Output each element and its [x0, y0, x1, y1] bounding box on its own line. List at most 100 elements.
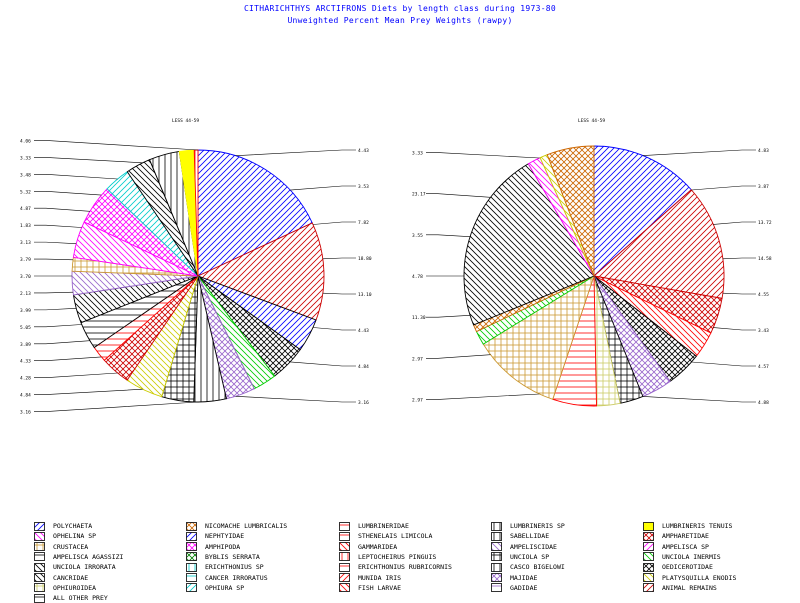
legend-item: CANCRIDAE	[34, 573, 88, 583]
legend-item: SABELLIDAE	[491, 531, 549, 541]
leader-line	[34, 207, 90, 212]
legend-label: UNCIOLA INERMIS	[662, 552, 721, 561]
leader-line	[34, 401, 199, 412]
leader-line	[722, 292, 756, 295]
slice-value-label: 4.43	[358, 148, 369, 154]
leader-line	[290, 361, 356, 367]
legend-swatch	[186, 562, 197, 572]
leader-line	[34, 324, 82, 328]
slice-value-label: 3.16	[358, 400, 369, 406]
slice-value-label: 2.97	[412, 356, 423, 362]
legend-item: LUMBRINERIS TENUIS	[643, 521, 732, 531]
legend-item: CANCER IRRORATUS	[186, 573, 268, 583]
slice-value-label: 3.43	[758, 328, 769, 334]
legend-item: OEDICEROTIDAE	[643, 562, 713, 572]
legend-item: GAMMARIDEA	[339, 542, 397, 552]
legend-swatch	[643, 583, 654, 593]
slice-value-label: 4.06	[20, 138, 31, 144]
slice-value-label: 3.99	[20, 308, 31, 314]
legend-label: CASCO BIGELOWI	[510, 563, 565, 572]
legend-swatch	[643, 542, 654, 551]
chart-title: CITHARICHTHYS ARCTIFRONS Diets by length…	[243, 4, 557, 13]
legend-swatch	[34, 573, 45, 582]
leader-line	[34, 372, 118, 378]
slice-value-label: 2.13	[20, 291, 31, 297]
legend-label: LUMBRINERIDAE	[358, 522, 409, 530]
slice-value-label: 3.13	[20, 240, 31, 246]
slice-value-label: 13.10	[358, 292, 372, 298]
leader-line	[34, 388, 143, 395]
slice-value-label: 5.32	[20, 189, 31, 195]
pie-1: LESS 44-59 4.06 3.33 3.48 5.32 4.87 1.83 3.13 3.…	[20, 118, 372, 416]
legend-item: AMPELISCA SP	[643, 542, 709, 552]
legend-item: NICOMACHE LUMBRICALIS	[186, 521, 287, 531]
slice-value-label: 14.58	[758, 256, 772, 262]
leader-line	[426, 354, 491, 359]
legend-label: MAJIDAE	[510, 573, 538, 582]
slice-value-label: 7.82	[358, 220, 369, 226]
leader-line	[426, 152, 540, 159]
legend-swatch	[643, 531, 654, 541]
legend-label: AMPELISCA SP	[662, 542, 709, 551]
pie-slice	[546, 145, 595, 277]
leader-line	[426, 193, 491, 198]
legend-item: AMPELISCIDAE	[491, 542, 557, 552]
legend-swatch	[491, 521, 502, 531]
leader-line	[34, 241, 77, 244]
legend-item: ALL OTHER PREY	[34, 593, 108, 603]
legend-item: STHENELAIS LIMICOLA	[339, 531, 432, 541]
slice-value-label: 4.84	[20, 393, 31, 399]
leader-line	[34, 157, 143, 164]
legend-item: LUMBRINERIDAE	[339, 521, 409, 531]
leader-line	[426, 234, 471, 237]
legend-swatch	[491, 552, 502, 562]
legend-swatch	[186, 583, 197, 593]
legend-item: UNCIOLA INERMIS	[643, 552, 721, 562]
pie-slice	[593, 145, 692, 278]
leader-line	[34, 174, 118, 180]
legend-label: AMPHARETIDAE	[662, 532, 709, 541]
legend-swatch	[34, 531, 45, 541]
legend-item: GADIDAE	[491, 583, 537, 593]
legend-swatch	[339, 583, 350, 593]
slice-value-label: 18.80	[358, 256, 372, 262]
leader-line	[235, 149, 356, 156]
legend-label: LEPTOCHEIRUS PINGUIS	[358, 552, 437, 561]
legend-label: NEPHTYIDAE	[205, 532, 245, 541]
legend-label: CRUSTACEA	[53, 542, 89, 551]
legend-label: STHENELAIS LIMICOLA	[358, 532, 433, 541]
legend-label: ALL OTHER PREY	[53, 594, 108, 603]
legend-swatch	[34, 593, 45, 603]
legend-item: LUMBRINERIS SP	[491, 521, 565, 531]
legend-label: ERICHTHONIUS RUBRICORNIS	[358, 563, 452, 572]
legend-item: POLYCHAETA	[34, 521, 92, 531]
leader-line	[642, 149, 756, 156]
slice-value-label: 3.33	[412, 151, 423, 157]
legend-item: UNCIOLA IRRORATA	[34, 562, 116, 572]
legend-label: POLYCHAETA	[53, 522, 93, 530]
legend-item: AMPHIPODA	[186, 542, 240, 552]
slice-value-label: 4.88	[758, 400, 769, 406]
legend-swatch	[339, 542, 350, 551]
slice-value-label: 13.72	[758, 220, 772, 226]
legend-label: FISH LARVAE	[358, 583, 402, 592]
legend-swatch	[491, 531, 502, 541]
legend-label: SABELLIDAE	[510, 532, 550, 541]
legend-item: ERICHTHONIUS SP	[186, 562, 264, 572]
legend-swatch	[643, 573, 654, 582]
pie-slice	[463, 163, 595, 326]
legend-item: UNCIOLA SP	[491, 552, 549, 562]
slice-value-label: 3.87	[758, 184, 769, 190]
pie-slice	[593, 189, 725, 299]
leader-line	[34, 258, 74, 261]
leader-line	[290, 185, 356, 191]
slice-value-label: 3.89	[20, 342, 31, 348]
legend-swatch	[339, 562, 350, 572]
legend-swatch	[339, 552, 350, 562]
slice-value-label: 2.97	[412, 397, 423, 403]
pie-slice	[197, 149, 313, 277]
leader-line	[691, 185, 756, 191]
legend-label: ANIMAL REMAINS	[662, 583, 717, 592]
legend-label: UNCIOLA SP	[510, 552, 550, 561]
slice-value-label: 4.87	[20, 206, 31, 212]
